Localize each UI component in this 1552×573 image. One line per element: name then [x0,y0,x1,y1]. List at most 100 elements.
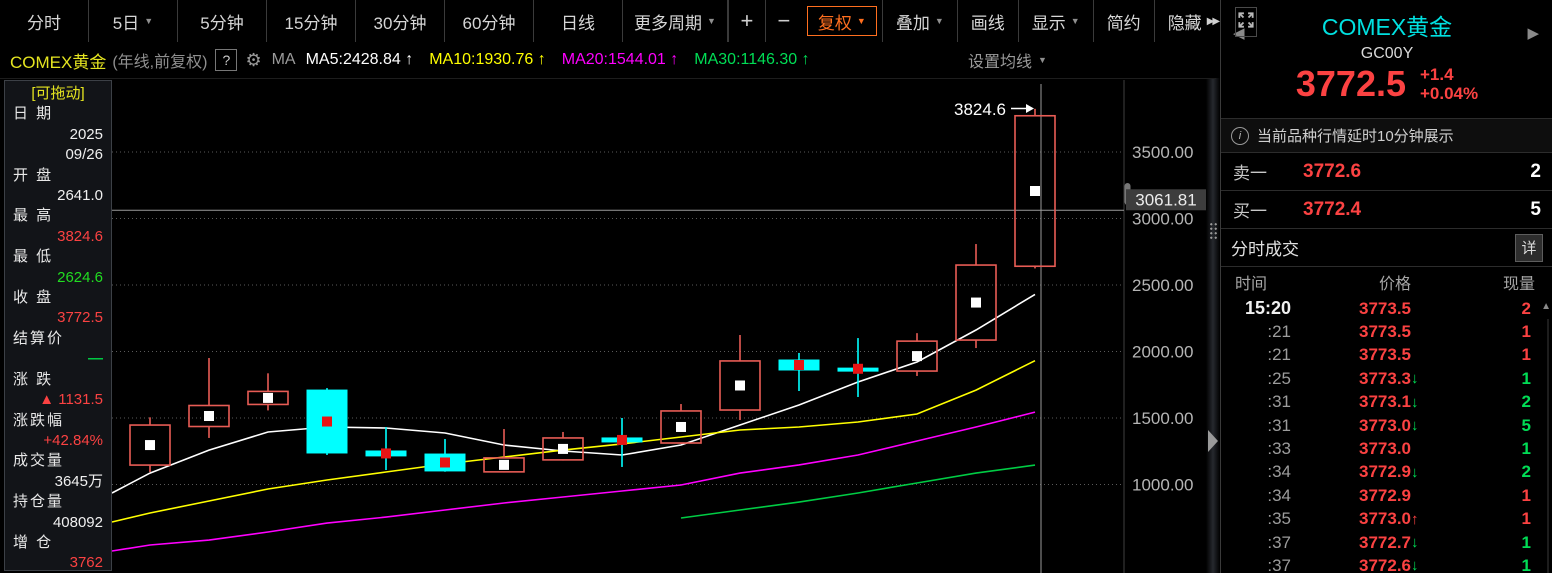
period-tab[interactable]: 分时 [0,0,89,42]
tick-price: 3773.0 [1359,509,1411,529]
ma-settings-label: 设置均线 [968,54,1033,71]
tick-price-wrap: 3773.3 ↓ [1291,369,1427,389]
last-price: 3772.5 [1295,63,1406,104]
tick-price-wrap: 3773.5 [1291,322,1427,342]
period-tabs: 分时 5日 ▼ 5分钟 15分钟 30分钟 60分钟 日线 更多周期 ▼ [0,0,728,42]
tick-time: :21 [1267,345,1291,365]
ohlc-value: — [88,350,103,368]
tick-row: :31 3773.1 ↓ 2 [1221,391,1552,414]
tick-price-wrap: 3773.1 ↓ [1291,392,1427,412]
tick-price: 3773.0 [1359,415,1411,435]
ma-value: MA30:1146.30 ↑ [694,51,810,68]
tick-qty: 2 [1521,462,1531,482]
chart-symbol: COMEX黄金 [10,52,107,72]
ma-legend-row: COMEX黄金 (年线,前复权) ? ⚙ MA MA5:2428.84 ↑ MA1… [0,42,1216,79]
ma-value: MA10:1930.76 ↑ [429,51,546,68]
quote-panel: ◀ ▶ COMEX黄金 GC00Y 3772.5 +1.4 +0.04% i 当… [1220,0,1552,573]
tick-price: 3773.0 [1359,439,1411,459]
ohlc-value: 3772.5 [57,309,103,327]
svg-text:3824.6: 3824.6 [954,100,1006,119]
high-annotation: 3824.6 [954,100,1034,119]
prev-symbol-arrow[interactable]: ◀ [1233,25,1245,42]
help-button[interactable]: ? [215,49,238,71]
period-tab[interactable]: 更多周期 ▼ [623,0,728,42]
tool-buttons: + − 复权 ▼ 叠加 ▼ 画线 显示 ▼ 简约 隐藏 ▶▶ [727,0,1231,42]
grip-icon [1209,222,1218,240]
fullscreen-button[interactable] [1235,7,1258,37]
tick-price: 3773.5 [1359,298,1411,318]
candles [129,108,1056,473]
period-tab[interactable]: 5日 ▼ [89,0,178,42]
tick-time: :34 [1267,462,1291,482]
tick-qty: 1 [1521,532,1531,552]
zoom-out-button[interactable]: − [764,0,802,42]
down-arrow-icon: ↓ [1411,417,1419,435]
gear-icon[interactable]: ⚙ [245,49,262,70]
tool-button[interactable]: 画线 [956,0,1018,42]
ma-value: MA5:2428.84 ↑ [305,51,414,68]
ohlc-label: 收 盘 [13,289,54,307]
next-symbol-arrow[interactable]: ▶ [1527,25,1539,42]
scroll-up-icon[interactable]: ▲ [1541,301,1551,312]
tool-button[interactable]: 叠加 ▼ [881,0,957,42]
tool-button[interactable]: 复权 ▼ [806,6,877,36]
panel-divider[interactable] [1206,78,1220,573]
tick-list[interactable]: ▲ 15:20 3773.5 2:21 3773.5 1:21 3773.5 1:25 377… [1221,297,1552,573]
tool-button[interactable]: 简约 [1092,0,1154,42]
tick-row: :37 3772.6 ↓ 1 [1221,554,1552,573]
tick-time: 15:20 [1244,298,1291,319]
tick-time: :31 [1267,392,1291,412]
scrollbar-track[interactable] [1547,319,1549,573]
period-tab[interactable]: 30分钟 [356,0,445,42]
tick-row: :35 3773.0 ↑ 1 [1221,508,1552,531]
down-arrow-icon: ↓ [1411,534,1419,552]
tick-qty: 2 [1521,392,1531,412]
chevron-down-icon: ▼ [1070,16,1080,26]
tick-row: 15:20 3773.5 2 [1221,297,1552,320]
zoom-in-button[interactable]: + [727,0,765,42]
down-arrow-icon: ↓ [1411,557,1419,573]
period-tab[interactable]: 15分钟 [267,0,356,42]
ma-values: MA5:2428.84 ↑ MA10:1930.76 ↑ MA20:1544.01 … [306,51,826,69]
tick-row: :34 3772.9 ↓ 2 [1221,461,1552,484]
quote-label: 卖一 [1233,164,1267,183]
toolbar: 分时 5日 ▼ 5分钟 15分钟 30分钟 60分钟 日线 更多周期 ▼ + − 复权 ▼ 叠加 ▼ 画线 显示… [0,0,1258,43]
up-arrow-icon: ↑ [1411,510,1419,528]
tool-button[interactable]: 显示 ▼ [1017,0,1093,42]
ohlc-value: 2641.0 [57,187,103,205]
period-tab[interactable]: 60分钟 [445,0,534,42]
tick-qty: 1 [1521,345,1531,365]
col-price: 价格 [1379,276,1412,293]
detail-button[interactable]: 详 [1515,233,1543,262]
tick-row: :21 3773.5 1 [1221,320,1552,343]
tick-price: 3772.9 [1359,485,1411,505]
period-tab[interactable]: 5分钟 [178,0,267,42]
ohlc-value: 2624.6 [57,268,103,286]
tick-price: 3773.3 [1359,368,1411,388]
candlestick-chart[interactable]: 3500.00 3000.00 2500.00 2000.00 1500.00 1000.… [0,0,1206,573]
ohlc-label: 最 高 [13,207,54,225]
ohlc-label: 增 仓 [13,533,54,551]
tool-button[interactable]: 隐藏 ▶▶ [1153,0,1231,42]
period-tab[interactable]: 日线 [534,0,623,42]
ma-label: MA [271,51,296,68]
quote-qty: 5 [1530,198,1541,220]
ma-settings-button[interactable]: 设置均线 ▼ [968,48,1047,72]
ohlc-label: 涨跌幅 [13,411,65,429]
ohlc-value: ▲ 1131.5 [39,391,103,409]
tick-row: :34 3772.9 1 [1221,484,1552,507]
ma-lines [111,293,1036,552]
tick-time: :31 [1267,415,1291,435]
expand-icon [1236,10,1256,35]
ohlc-label: 最 低 [13,248,54,266]
tick-qty: 5 [1521,415,1531,435]
ohlc-rows: 日 期 2025 09/26 开 盘 2641.0 最 高 3824.6 最 低 2624.6 收… [13,104,103,573]
ohlc-label: 开 盘 [13,166,54,184]
quote-qty: 2 [1530,160,1541,182]
chart-mode: (年线,前复权) [112,54,208,71]
collapse-arrow-icon[interactable] [1208,430,1218,452]
change-value: +1.4 [1419,65,1454,84]
info-icon: i [1231,126,1249,145]
ticks-title: 分时成交 [1231,240,1299,259]
